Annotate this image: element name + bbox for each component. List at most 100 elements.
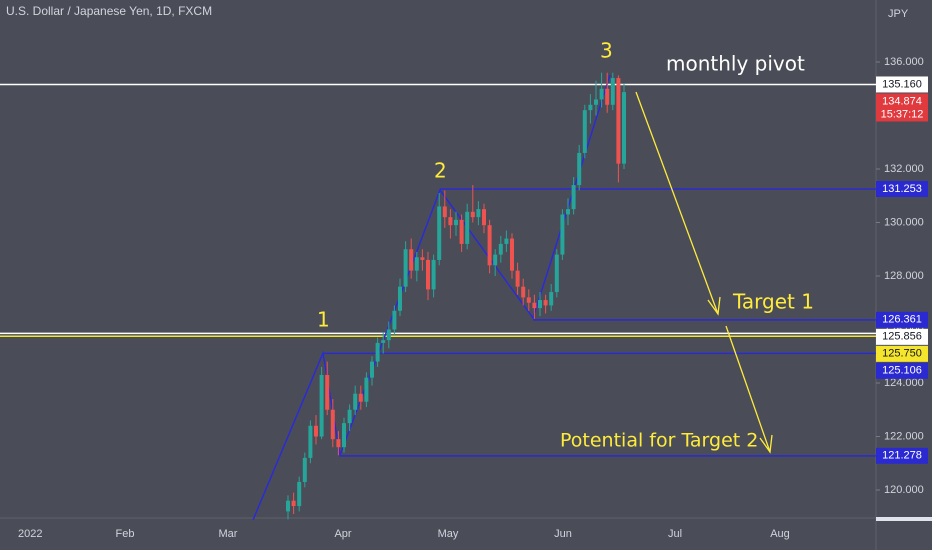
candle-body: [482, 209, 486, 226]
x-tick-label: Aug: [770, 528, 790, 540]
candle-body: [297, 481, 302, 507]
candle-body: [431, 259, 436, 290]
price-label-box: [876, 345, 928, 362]
price-label-box: [876, 328, 928, 345]
x-tick-label: Jul: [668, 528, 682, 540]
candle-body: [493, 254, 498, 266]
candle-body: [571, 185, 576, 210]
candle-body: [308, 425, 313, 458]
candle-body: [470, 211, 475, 218]
candle-body: [577, 152, 582, 186]
candle-body: [442, 206, 447, 218]
candle-body: [347, 409, 352, 424]
candle-body: [448, 217, 453, 226]
candle-body: [319, 374, 324, 437]
candle-body: [532, 302, 537, 309]
y-tick-label: 120.000: [884, 484, 924, 496]
candle-body: [398, 286, 402, 311]
candle-body: [353, 393, 358, 410]
price-label: 121.278: [882, 450, 922, 462]
candle-body: [599, 88, 604, 100]
arrows: [635, 91, 773, 454]
x-tick-label: 2022: [18, 528, 42, 540]
candle-body: [566, 209, 570, 215]
y-tick-label: 132.000: [884, 163, 924, 175]
price-label: 131.253: [882, 183, 922, 195]
candle-body: [325, 374, 330, 410]
levels: [0, 83, 876, 457]
price-label: 134.874: [882, 95, 922, 107]
price-label-box: [876, 76, 928, 93]
candle-body: [510, 238, 514, 271]
candle-body: [554, 254, 559, 293]
candle-body: [370, 361, 374, 378]
wave-label: 1: [317, 308, 330, 332]
candle-body: [314, 425, 318, 437]
candle-body: [465, 211, 470, 244]
candle-body: [286, 500, 290, 512]
wave-label: 2: [434, 159, 447, 183]
candle-body: [543, 300, 548, 306]
candle-body: [616, 78, 621, 164]
candle-body: [476, 209, 481, 218]
candles: [286, 72, 626, 520]
x-tick-label: Feb: [116, 528, 135, 540]
price-label-box: [876, 180, 928, 197]
candle-body: [594, 99, 598, 105]
candle-body: [515, 270, 520, 287]
price-label: 135.160: [882, 78, 922, 90]
price-label-box: [876, 93, 928, 122]
x-tick-label: May: [438, 528, 459, 540]
candle-body: [392, 310, 397, 330]
candle-body: [622, 92, 626, 164]
candle-body: [498, 243, 503, 255]
x-tick-label: Jun: [554, 528, 572, 540]
wave-pattern: [252, 74, 611, 521]
candle-body: [521, 286, 526, 298]
candle-body: [588, 104, 593, 111]
y-tick-label: 136.000: [884, 56, 924, 68]
y-tick-label: 130.000: [884, 216, 924, 228]
currency: JPY: [888, 8, 909, 20]
candle-body: [409, 249, 414, 271]
candle-body: [420, 257, 425, 260]
candle-body: [336, 439, 341, 448]
wave-label: 3: [600, 39, 613, 63]
y-tick-label: 124.000: [884, 377, 924, 389]
candle-body: [426, 259, 430, 290]
price-label-box: [876, 447, 928, 464]
candle-body: [386, 329, 391, 341]
annotation: Potential for Target 2: [560, 430, 758, 452]
y-tick-label: 122.000: [884, 430, 924, 442]
x-tick-label: Apr: [334, 528, 351, 540]
candle-body: [560, 214, 565, 255]
candle-body: [610, 78, 615, 105]
candle-body: [414, 257, 419, 271]
candle-body: [504, 238, 509, 244]
price-countdown: 15:37:12: [881, 108, 924, 120]
candle-body: [459, 219, 464, 244]
candle-body: [342, 423, 346, 448]
scale-corner: [876, 517, 932, 521]
price-label: 125.750: [882, 348, 922, 360]
candle-body: [582, 110, 587, 153]
candle-body: [291, 500, 296, 507]
annotation: monthly pivot: [666, 52, 805, 76]
candle-body: [549, 292, 554, 306]
price-label: 125.856: [882, 331, 922, 343]
x-tick-label: Mar: [219, 528, 238, 540]
candle-body: [364, 377, 369, 402]
axis: 120.000122.000124.000126.000128.000130.0…: [18, 56, 928, 540]
candle-body: [403, 249, 408, 287]
candle-body: [538, 300, 542, 309]
candle-body: [454, 219, 458, 226]
candle-body: [330, 409, 335, 440]
price-label-box: [876, 311, 928, 328]
candle-body: [358, 393, 363, 402]
candle-body: [302, 457, 307, 482]
candle-body: [526, 297, 531, 303]
candle-body: [487, 225, 492, 266]
candle-body: [381, 340, 386, 343]
price-label-box: [876, 362, 928, 379]
